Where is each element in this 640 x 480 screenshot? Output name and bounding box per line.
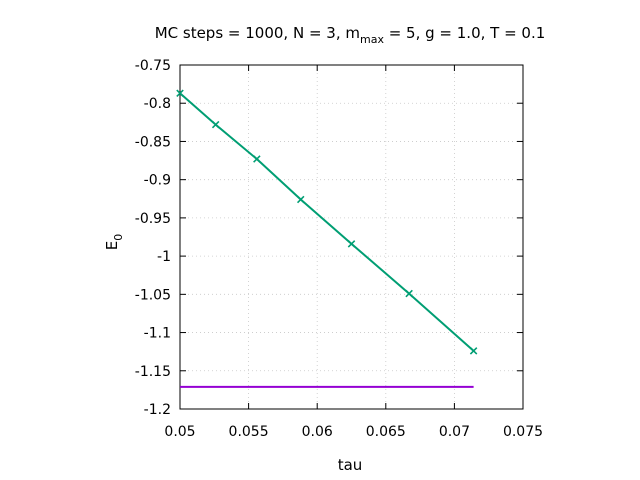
y-tick-label: -1.15: [135, 364, 171, 380]
series-0-point: [211, 120, 220, 129]
x-tick-label: 0.07: [439, 424, 470, 440]
series-0-point: [176, 89, 184, 98]
y-tick-label: -0.85: [135, 134, 171, 150]
y-tick-label: -1.2: [144, 402, 171, 418]
plot-frame: [179, 64, 524, 410]
series-0-point: [296, 195, 305, 204]
ticks: 0.05 0.055 0.06 0.065 0.07 0.075 -0.75 -0.8 -0.8…: [135, 58, 543, 440]
x-tick-label: 0.055: [229, 424, 269, 440]
series-layer: [176, 89, 478, 388]
series-0-line: [179, 92, 475, 352]
y-axis-title-subscript: 0: [112, 234, 125, 241]
series-0-point: [253, 155, 261, 163]
grid: [179, 64, 524, 410]
y-axis-title: E0: [103, 234, 125, 250]
y-axis-title-main: E: [103, 241, 121, 250]
x-tick-label: 0.065: [366, 424, 406, 440]
y-tick-label: -0.75: [135, 58, 171, 74]
y-tick-label: -0.8: [144, 96, 171, 112]
y-tick-label: -0.95: [135, 211, 171, 227]
x-tick-label: 0.05: [164, 424, 195, 440]
y-tick-label: -1.05: [135, 287, 171, 303]
series-0-point: [469, 347, 478, 355]
chart-title-suffix: = 5, g = 1.0, T = 0.1: [384, 24, 545, 42]
x-tick-label: 0.075: [503, 424, 543, 440]
chart-title: MC steps = 1000, N = 3, mmax = 5, g = 1.…: [155, 24, 546, 46]
chart-title-prefix: MC steps = 1000, N = 3, m: [155, 24, 360, 42]
y-tick-label: -1: [157, 249, 171, 265]
series-0-point: [347, 240, 356, 248]
chart-title-subscript: max: [360, 33, 384, 46]
y-tick-label: -1.1: [144, 326, 171, 342]
y-tick-label: -0.9: [144, 173, 171, 189]
x-tick-label: 0.06: [302, 424, 333, 440]
x-axis-title: tau: [338, 456, 363, 474]
series-0-point: [405, 289, 413, 298]
